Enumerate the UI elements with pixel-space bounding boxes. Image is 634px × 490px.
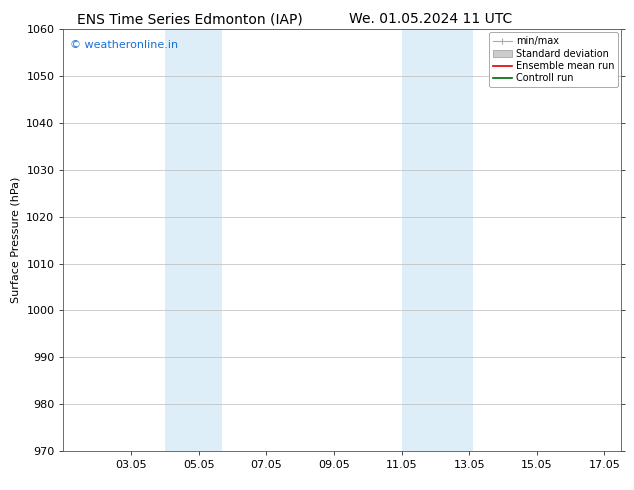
Bar [401,29,472,451]
Text: ENS Time Series Edmonton (IAP): ENS Time Series Edmonton (IAP) [77,12,303,26]
Text: We. 01.05.2024 11 UTC: We. 01.05.2024 11 UTC [349,12,513,26]
Text: © weatheronline.in: © weatheronline.in [70,40,178,50]
Bar [165,29,223,451]
Legend: min/max, Standard deviation, Ensemble mean run, Controll run: min/max, Standard deviation, Ensemble me… [489,32,618,87]
Y-axis label: Surface Pressure (hPa): Surface Pressure (hPa) [11,177,21,303]
